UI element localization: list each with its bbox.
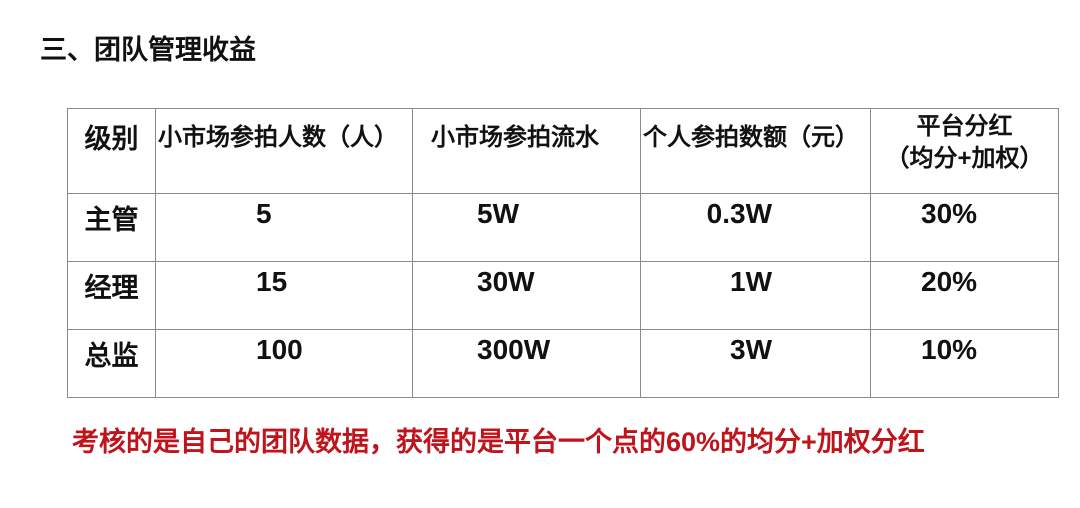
cell-amount: 3W bbox=[640, 329, 871, 398]
cell-people: 15 bbox=[155, 261, 413, 330]
cell-people: 5 bbox=[155, 193, 413, 262]
header-personal-amount: 个人参拍数额（元） bbox=[640, 108, 871, 194]
cell-amount: 1W bbox=[640, 261, 871, 330]
cell-people: 100 bbox=[155, 329, 413, 398]
team-revenue-table: 级别 小市场参拍人数（人） 小市场参拍流水 个人参拍数额（元） 平台分红 （均分+… bbox=[67, 108, 1059, 398]
cell-flow: 5W bbox=[412, 193, 641, 262]
section-title: 三、团队管理收益 bbox=[40, 35, 256, 65]
table-row: 总监 100 300W 3W 10% bbox=[67, 329, 1059, 398]
header-market-people: 小市场参拍人数（人） bbox=[155, 108, 413, 194]
cell-flow: 30W bbox=[412, 261, 641, 330]
cell-level: 经理 bbox=[67, 261, 156, 330]
header-dividend-line1: 平台分红 bbox=[916, 113, 1013, 140]
header-dividend-line2: （均分+加权） bbox=[885, 145, 1044, 172]
table-row: 主管 5 5W 0.3W 30% bbox=[67, 193, 1059, 262]
table-header-row: 级别 小市场参拍人数（人） 小市场参拍流水 个人参拍数额（元） 平台分红 （均分+… bbox=[67, 108, 1059, 194]
header-market-flow: 小市场参拍流水 bbox=[412, 108, 641, 194]
cell-level: 主管 bbox=[67, 193, 156, 262]
table-row: 经理 15 30W 1W 20% bbox=[67, 261, 1059, 330]
cell-dividend: 10% bbox=[870, 329, 1059, 398]
highlight-note: 考核的是自己的团队数据，获得的是平台一个点的60%的均分+加权分红 bbox=[72, 427, 925, 457]
cell-dividend: 30% bbox=[870, 193, 1059, 262]
header-dividend: 平台分红 （均分+加权） bbox=[870, 108, 1059, 194]
cell-flow: 300W bbox=[412, 329, 641, 398]
cell-dividend: 20% bbox=[870, 261, 1059, 330]
cell-level: 总监 bbox=[67, 329, 156, 398]
cell-amount: 0.3W bbox=[640, 193, 871, 262]
header-level: 级别 bbox=[67, 108, 156, 194]
